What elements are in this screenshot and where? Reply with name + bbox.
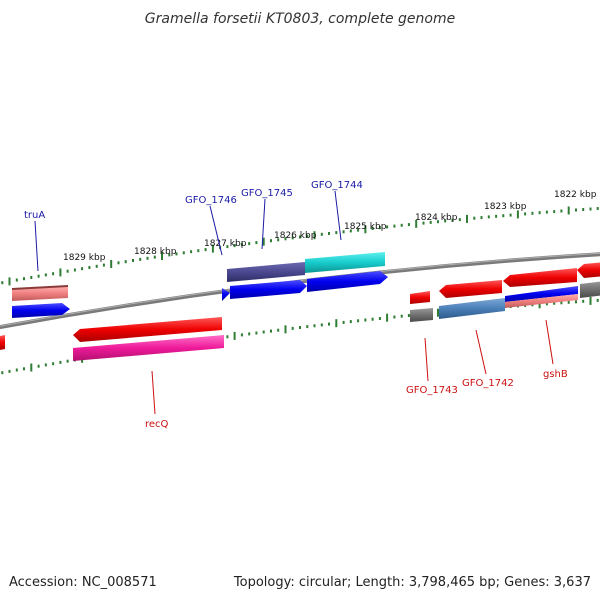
leader-gshB [545, 319, 554, 365]
outer-features [12, 252, 600, 318]
leader-GFO_1744 [334, 190, 342, 241]
cds-gshB-rev[interactable] [505, 286, 578, 302]
gene-GFO_1744[interactable] [305, 252, 385, 273]
gene-GFO_1743[interactable] [410, 308, 433, 322]
gene-recQ[interactable] [73, 335, 224, 361]
leader-recQ [151, 370, 156, 415]
cds-left-edge[interactable] [0, 335, 5, 350]
cds-truA[interactable] [12, 303, 70, 318]
tick-label: 1828 kbp [134, 247, 177, 257]
leader-GFO_1745 [261, 198, 266, 250]
cds-right-edge[interactable] [577, 262, 600, 278]
label-recQ[interactable]: recQ [145, 419, 169, 430]
tick-label: 1823 kbp [484, 202, 527, 212]
tick-label: 1824 kbp [415, 213, 458, 223]
gene-gshB[interactable] [505, 294, 578, 308]
outer-tick-track [1, 206, 599, 286]
label-GFO_1743[interactable]: GFO_1743 [406, 385, 458, 396]
gene-right-edge[interactable] [580, 281, 600, 298]
gene-GFO_1742[interactable] [439, 298, 505, 319]
label-GFO_1742[interactable]: GFO_1742 [462, 378, 514, 389]
cds-GFO_1743[interactable] [410, 291, 430, 304]
cds-GFO_1746[interactable] [222, 288, 230, 301]
leader-GFO_1743 [424, 337, 429, 382]
label-GFO_1746[interactable]: GFO_1746 [185, 195, 237, 206]
tick-label: 1822 kbp [554, 190, 597, 200]
cds-recQ[interactable] [73, 317, 222, 342]
accession-text: Accession: NC_008571 [9, 575, 157, 590]
label-GFO_1744[interactable]: GFO_1744 [311, 180, 363, 191]
tick-label: 1825 kbp [344, 222, 387, 232]
label-gshB[interactable]: gshB [543, 369, 568, 380]
gene-truA-top [12, 285, 68, 290]
tick-label: 1827 kbp [204, 239, 247, 249]
cds-GFO_1744[interactable] [307, 271, 388, 292]
gene-labels: truA GFO_1746 GFO_1745 GFO_1744 recQ GFO… [24, 180, 568, 430]
leader-truA [34, 220, 39, 272]
cds-gshB[interactable] [503, 268, 577, 287]
inner-features [0, 281, 600, 361]
leader-GFO_1746 [209, 205, 223, 256]
leader-lines [34, 190, 554, 415]
cds-GFO_1742-a[interactable] [439, 280, 502, 298]
scale-labels: 1829 kbp 1828 kbp 1827 kbp 1826 kbp 1825… [63, 190, 597, 263]
cds-GFO_1745[interactable] [230, 280, 307, 299]
label-GFO_1745[interactable]: GFO_1745 [241, 188, 293, 199]
genome-stats-text: Topology: circular; Length: 3,798,465 bp… [233, 575, 591, 590]
label-truA[interactable]: truA [24, 210, 45, 221]
tick-label: 1829 kbp [63, 253, 106, 263]
map-title: Gramella forsetii KT0803, complete genom… [145, 11, 455, 27]
gene-GFO_1745[interactable] [227, 262, 305, 282]
leader-GFO_1742 [475, 329, 487, 375]
gene-truA[interactable] [12, 286, 68, 301]
tick-label: 1826 kbp [274, 231, 317, 241]
